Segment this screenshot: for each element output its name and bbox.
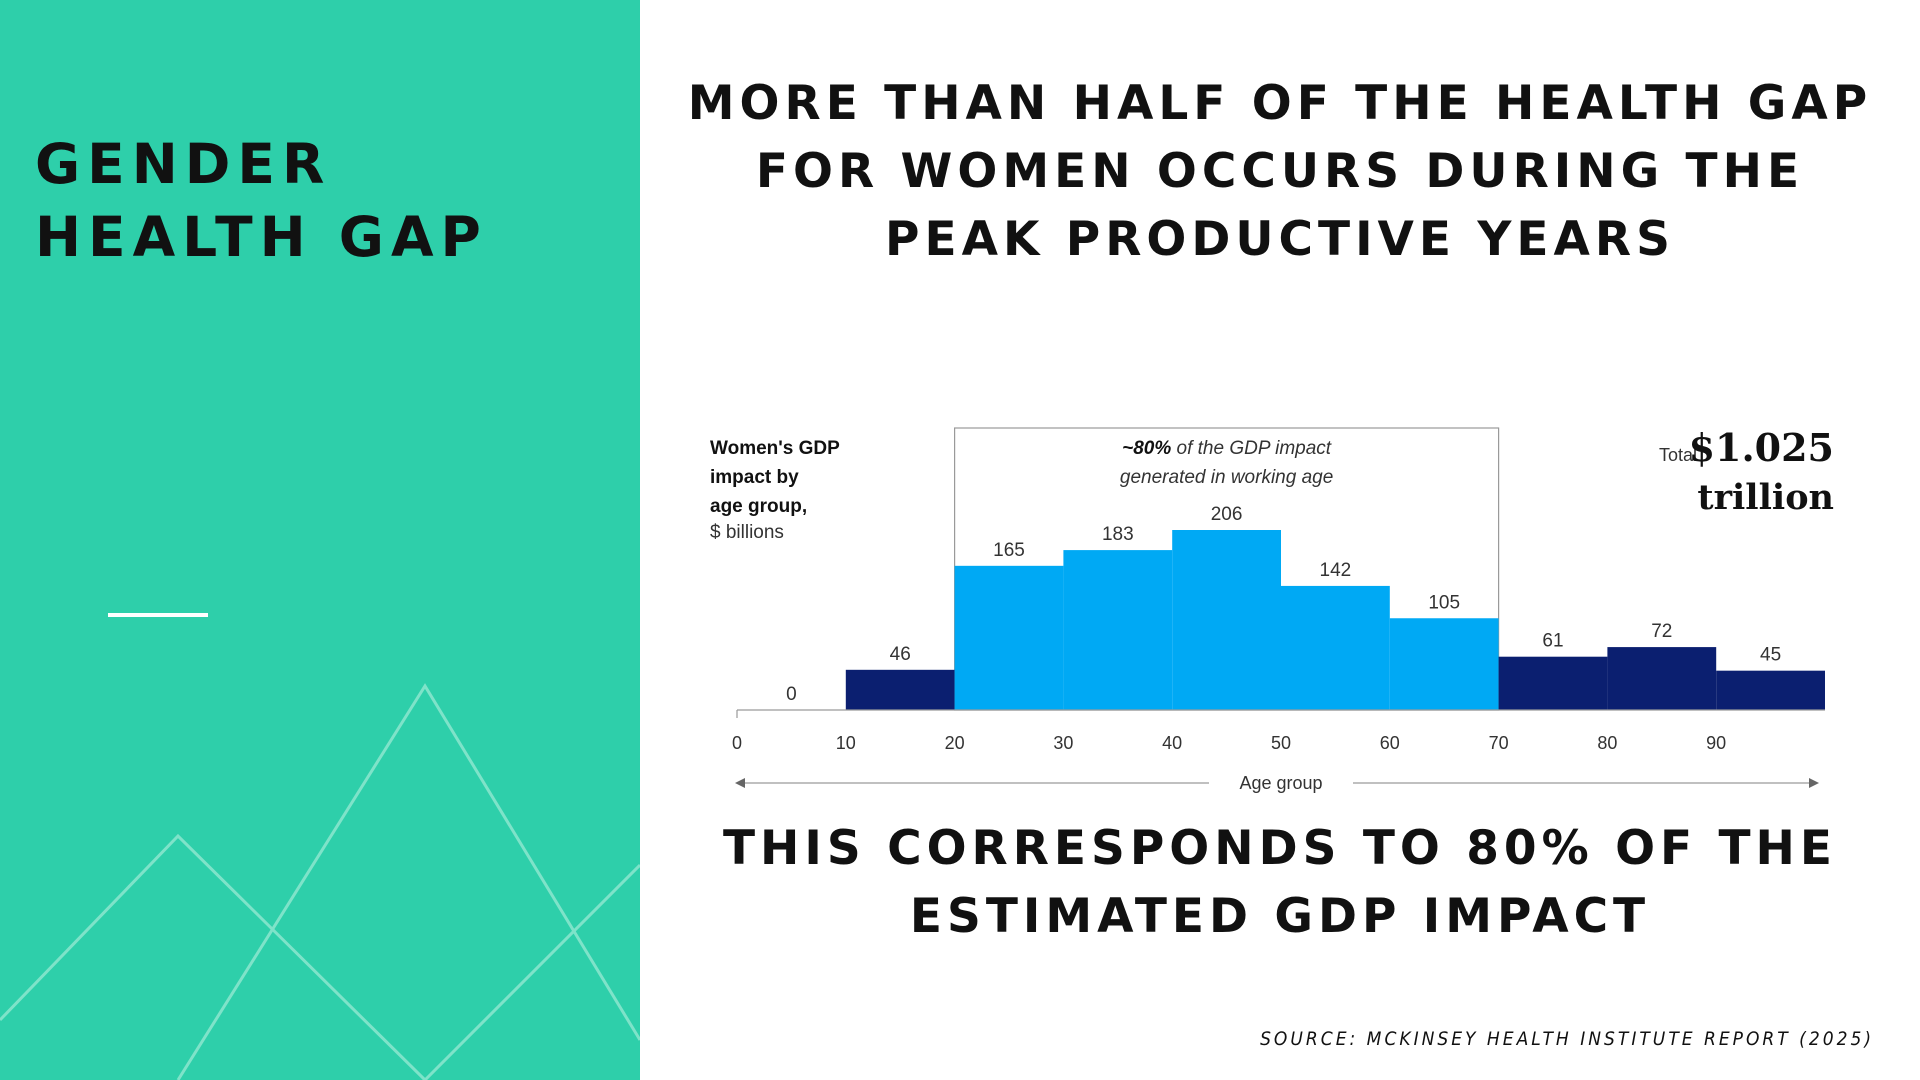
left-panel-background xyxy=(0,0,640,1080)
subheadline: THIS CORRESPONDS TO 80% OF THE ESTIMATED… xyxy=(660,815,1900,951)
bar-value-label: 142 xyxy=(1320,560,1352,581)
subheadline-line: THIS CORRESPONDS TO 80% OF THE xyxy=(722,821,1837,876)
bar-value-label: 206 xyxy=(1211,504,1243,525)
headline-line: PEAK PRODUCTIVE YEARS xyxy=(885,212,1675,267)
annotation-text: of the GDP impact xyxy=(1171,438,1332,459)
annotation-line: generated in working age xyxy=(1120,467,1333,488)
x-tick-label: 30 xyxy=(1053,733,1073,753)
x-tick-label: 70 xyxy=(1489,733,1509,753)
x-tick-label: 80 xyxy=(1597,733,1617,753)
headline-line: FOR WOMEN OCCURS DURING THE xyxy=(755,144,1805,199)
bar xyxy=(1389,618,1499,710)
source-note: SOURCE: MCKINSEY HEALTH INSTITUTE REPORT… xyxy=(1260,1028,1874,1050)
section-title: GENDER HEALTH GAP xyxy=(35,128,488,274)
mountain-line xyxy=(176,683,640,1080)
annotation-line: ~80% of the GDP impact xyxy=(1122,438,1332,459)
bar xyxy=(1281,585,1390,710)
mountain-line xyxy=(423,863,640,1080)
total-label: Total xyxy=(1659,445,1697,465)
section-title-line: GENDER xyxy=(35,132,332,196)
bar xyxy=(1063,550,1173,710)
bar xyxy=(1716,670,1825,710)
headline-line: MORE THAN HALF OF THE HEALTH GAP xyxy=(687,76,1873,131)
chart-title-line: age group, xyxy=(710,496,807,517)
bar-value-label: 105 xyxy=(1428,592,1460,613)
x-tick-label: 10 xyxy=(836,733,856,753)
gdp-impact-chart: 0 46 165 183 206 142 105 61 72 45 0 10 20 30 40 50 60 70 8… xyxy=(710,425,1834,793)
bar xyxy=(1607,647,1717,710)
bar-value-label: 0 xyxy=(786,684,797,705)
chart-title-line: Women's GDP xyxy=(710,438,840,459)
bar-value-label: 45 xyxy=(1760,645,1781,666)
bar xyxy=(1498,656,1608,710)
mountain-line xyxy=(0,833,427,1080)
chart-title-line: impact by xyxy=(710,467,799,488)
x-axis-label: Age group xyxy=(1239,773,1322,793)
arrow-left-icon xyxy=(735,778,745,788)
x-tick-label: 50 xyxy=(1271,733,1291,753)
x-tick-label: 20 xyxy=(945,733,965,753)
bar-value-label: 72 xyxy=(1651,621,1672,642)
subheadline-line: ESTIMATED GDP IMPACT xyxy=(909,889,1651,944)
bar xyxy=(954,565,1064,710)
x-tick-label: 60 xyxy=(1380,733,1400,753)
bar xyxy=(1172,530,1281,710)
annotation-percentage: ~80% xyxy=(1122,438,1171,459)
chart-unit-label: $ billions xyxy=(710,522,784,543)
bar xyxy=(845,669,955,710)
mountain-pattern xyxy=(0,0,640,1080)
x-tick-label: 40 xyxy=(1162,733,1182,753)
bar-value-label: 46 xyxy=(890,644,911,665)
bar-value-label: 61 xyxy=(1542,631,1563,652)
arrow-right-icon xyxy=(1809,778,1819,788)
bar-value-label: 183 xyxy=(1102,524,1134,545)
x-tick-label: 0 xyxy=(732,733,742,753)
x-tick-label: 90 xyxy=(1706,733,1726,753)
total-value-unit: trillion xyxy=(1697,477,1834,518)
total-value: $1.025 xyxy=(1689,425,1834,470)
section-title-line: HEALTH GAP xyxy=(35,205,488,269)
headline: MORE THAN HALF OF THE HEALTH GAP FOR WOM… xyxy=(660,70,1900,274)
accent-divider xyxy=(108,613,208,617)
bar-value-label: 165 xyxy=(993,540,1025,561)
left-panel: GENDER HEALTH GAP xyxy=(0,0,640,1080)
